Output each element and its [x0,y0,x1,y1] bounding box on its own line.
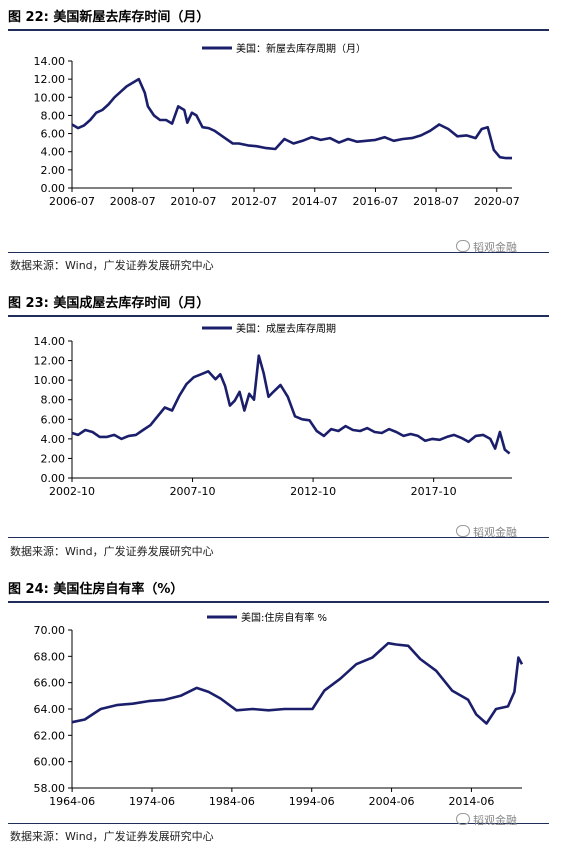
figure-23-title: 图 23: 美国成屋去库存时间（月） [8,296,210,311]
figure-24-source: 数据来源：Wind，广发证券发展研究中心 [10,830,214,843]
x-tick-label: 2020-07 [474,195,520,208]
x-tick-label: 2006-07 [49,195,95,208]
figure-24-watermark: 韬观金融 [456,812,517,828]
x-tick-label: 2008-07 [110,195,156,208]
y-tick-label: 70.00 [34,624,66,637]
y-tick-label: 6.00 [41,128,66,141]
x-tick-label: 2012-07 [231,195,277,208]
x-tick-label: 1994-06 [289,795,335,808]
figure-24-title: 图 24: 美国住房自有率（%） [8,582,184,597]
y-tick-label: 4.00 [41,146,66,159]
x-tick-label: 2014-07 [292,195,338,208]
y-tick-label: 6.00 [41,413,66,426]
y-tick-label: 66.00 [34,677,66,690]
x-tick-label: 2018-07 [413,195,459,208]
y-tick-label: 14.00 [34,335,66,348]
y-tick-label: 58.00 [34,782,66,795]
y-tick-label: 14.00 [34,55,66,68]
figure-22-top-rule [8,29,549,31]
chart-figure-23: 0.00 2.00 4.00 6.00 8.00 10.00 12.00 14.00 2002-… [34,322,512,498]
wechat-icon [456,240,470,252]
y-tick-label: 12.00 [34,73,66,86]
series-line [71,77,512,160]
figure-24-top-rule [8,601,549,603]
y-tick-label: 64.00 [34,703,66,716]
y-tick-label: 4.00 [41,433,66,446]
x-tick-label: 2010-07 [170,195,216,208]
y-tick-label: 62.00 [34,729,66,742]
y-tick-label: 8.00 [41,394,66,407]
legend-label: 美国：成屋去库存周期 [236,322,336,335]
figure-22-title: 图 22: 美国新屋去库存时间（月） [8,10,210,25]
figure-23-watermark: 韬观金融 [456,524,517,540]
y-tick-label: 2.00 [41,452,66,465]
y-tick-label: 0.00 [41,182,66,195]
y-tick-label: 0.00 [41,472,66,485]
x-tick-label: 1984-06 [209,795,255,808]
figure-24-bottom-rule [8,823,549,824]
y-tick-label: 8.00 [41,109,66,122]
figure-22-watermark: 韬观金融 [456,239,517,255]
series-line [71,641,524,725]
figure-23-bottom-rule [8,537,549,538]
chart-figure-24: 58.00 60.00 62.00 64.00 66.00 68.00 70.00 1964-… [34,611,524,808]
figure-22-bottom-rule [8,252,549,253]
y-tick-label: 60.00 [34,756,66,769]
figure-23-top-rule [8,315,549,317]
y-tick-label: 10.00 [34,374,66,387]
y-tick-label: 2.00 [41,164,66,177]
series-line [71,354,511,455]
x-tick-label: 2004-06 [369,795,415,808]
x-tick-label: 2014-06 [448,795,494,808]
x-tick-label: 1964-06 [49,795,95,808]
x-tick-label: 2017-10 [411,485,457,498]
legend-label: 美国：新屋去库存周期（月） [236,42,366,55]
wechat-icon [456,813,470,825]
figure-23-source: 数据来源：Wind，广发证券发展研究中心 [10,545,214,558]
x-tick-label: 1974-06 [129,795,175,808]
legend-label: 美国:住房自有率 % [241,611,327,624]
wechat-icon [456,525,470,537]
chart-figure-22: 0.00 2.00 4.00 6.00 8.00 10.00 12.00 14.00 2006-… [34,42,520,208]
x-tick-label: 2007-10 [170,485,216,498]
y-tick-label: 68.00 [34,650,66,663]
y-tick-label: 10.00 [34,91,66,104]
x-tick-label: 2012-10 [290,485,336,498]
x-tick-label: 2016-07 [352,195,398,208]
figure-22-source: 数据来源：Wind，广发证券发展研究中心 [10,259,214,272]
x-tick-label: 2002-10 [49,485,95,498]
y-tick-label: 12.00 [34,355,66,368]
